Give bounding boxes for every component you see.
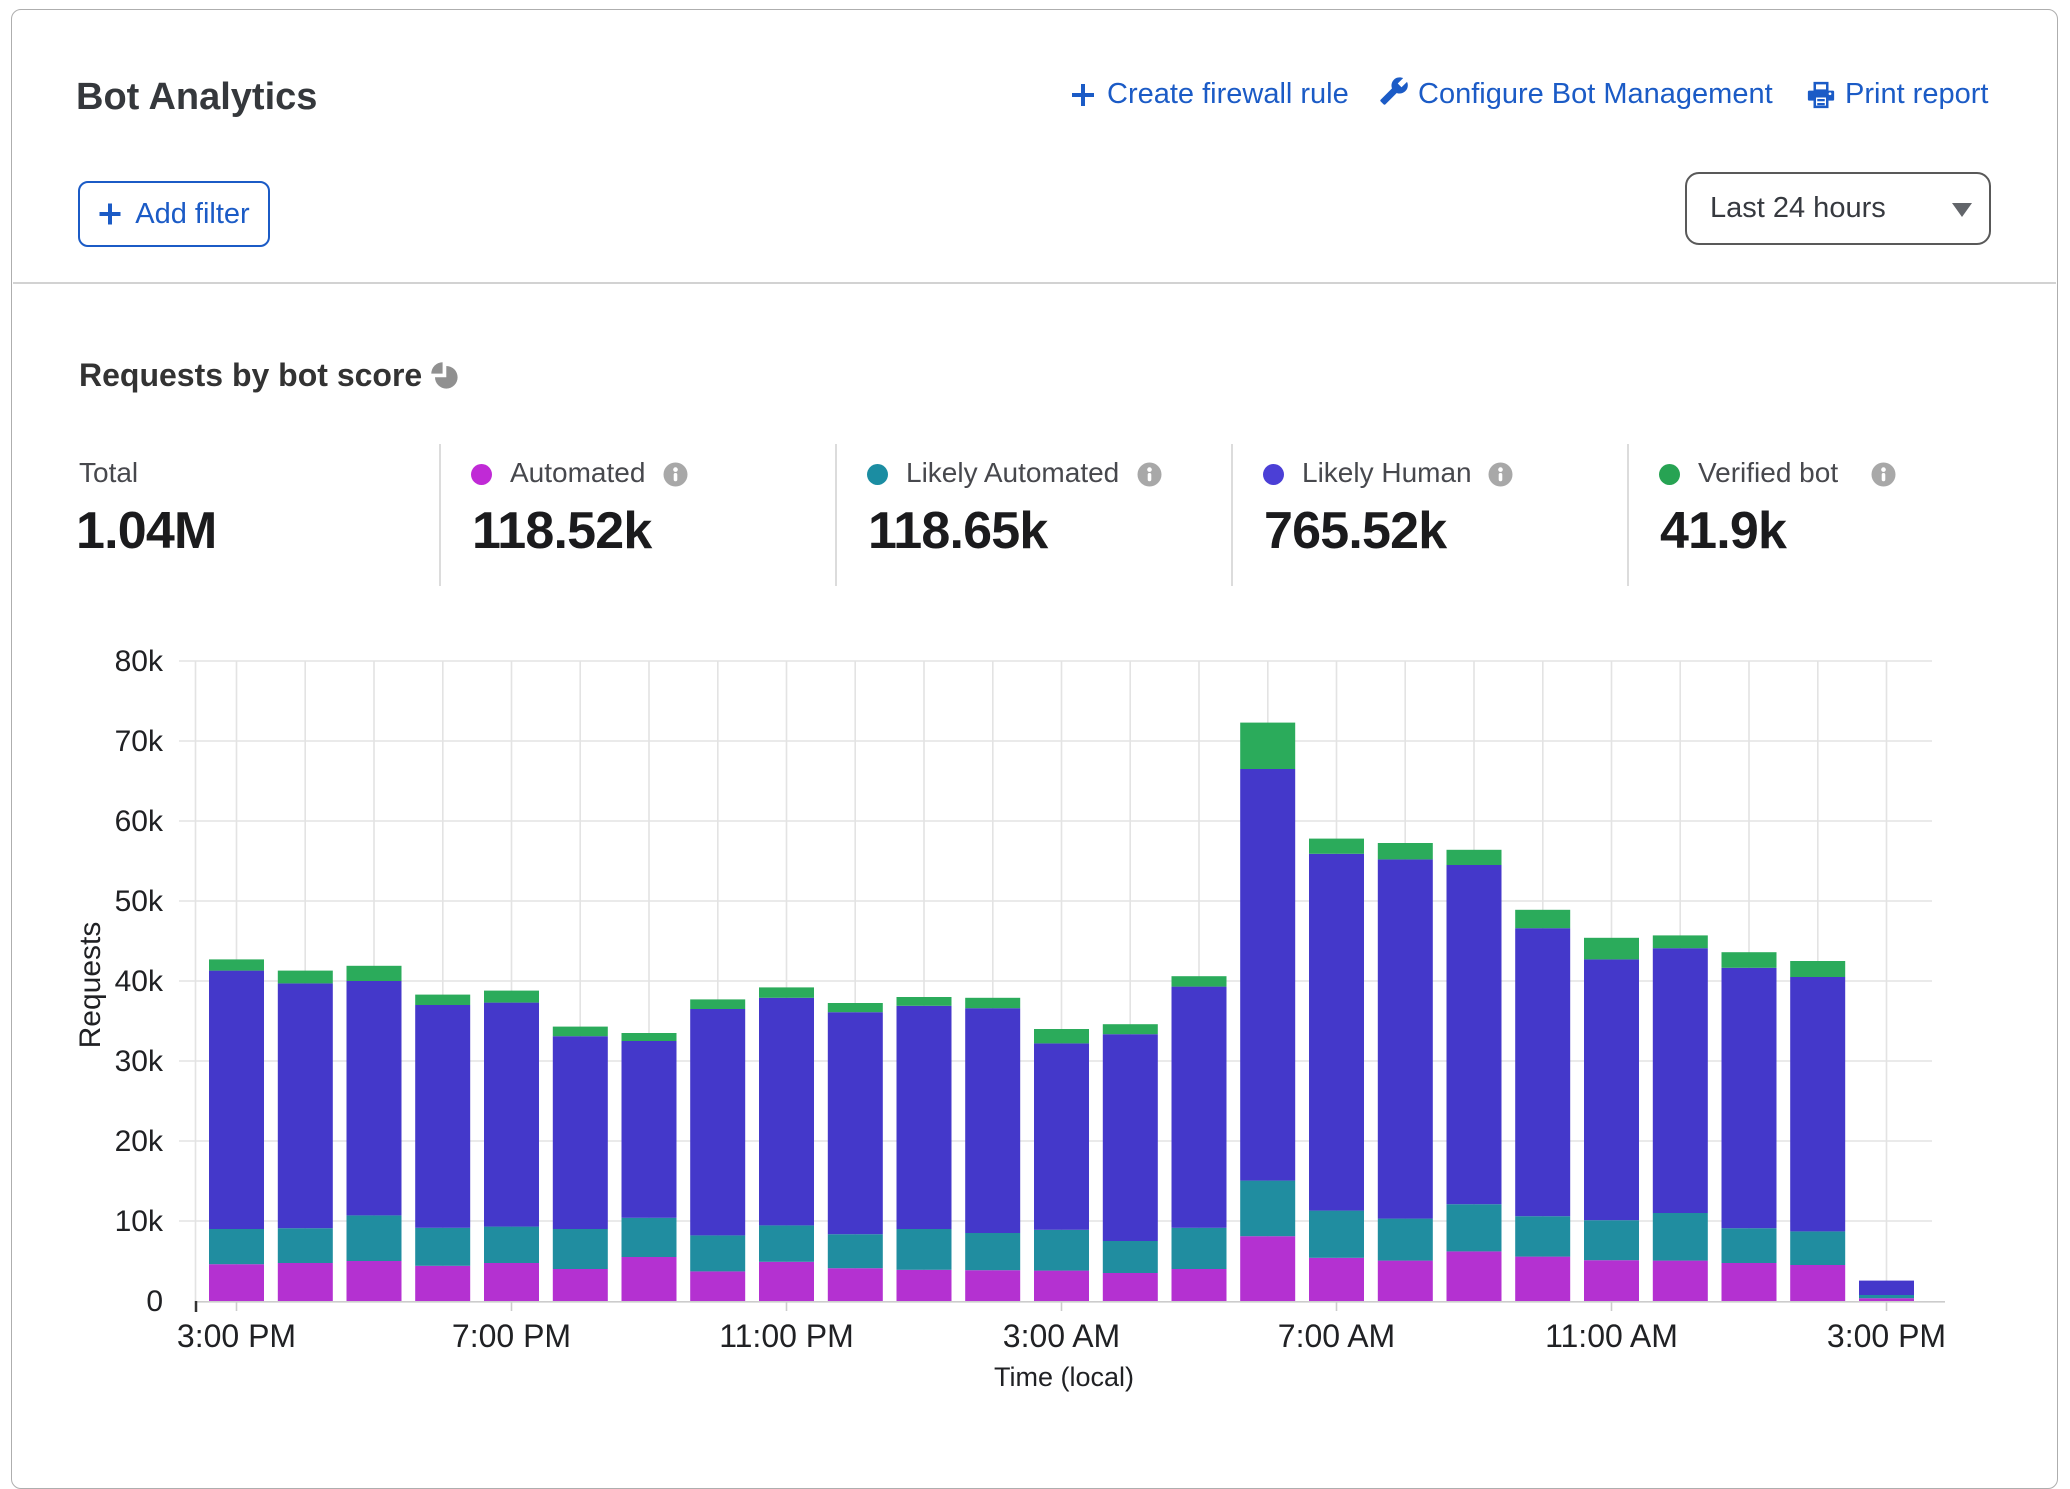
svg-text:11:00 PM: 11:00 PM — [719, 1318, 854, 1354]
svg-text:0: 0 — [146, 1285, 163, 1318]
svg-text:70k: 70k — [115, 725, 164, 758]
svg-text:30k: 30k — [115, 1045, 164, 1078]
svg-text:50k: 50k — [115, 885, 164, 918]
svg-text:40k: 40k — [115, 965, 164, 998]
svg-text:3:00 PM: 3:00 PM — [177, 1318, 296, 1354]
svg-text:Time (local): Time (local) — [994, 1362, 1134, 1392]
svg-text:20k: 20k — [115, 1125, 164, 1158]
svg-text:80k: 80k — [115, 645, 164, 678]
svg-text:7:00 AM: 7:00 AM — [1278, 1318, 1395, 1354]
svg-text:7:00 PM: 7:00 PM — [452, 1318, 571, 1354]
svg-text:60k: 60k — [115, 805, 164, 838]
svg-text:3:00 PM: 3:00 PM — [1827, 1318, 1946, 1354]
svg-text:10k: 10k — [115, 1205, 164, 1238]
svg-text:11:00 AM: 11:00 AM — [1545, 1318, 1678, 1354]
svg-text:3:00 AM: 3:00 AM — [1003, 1318, 1120, 1354]
svg-text:Requests: Requests — [74, 922, 107, 1049]
